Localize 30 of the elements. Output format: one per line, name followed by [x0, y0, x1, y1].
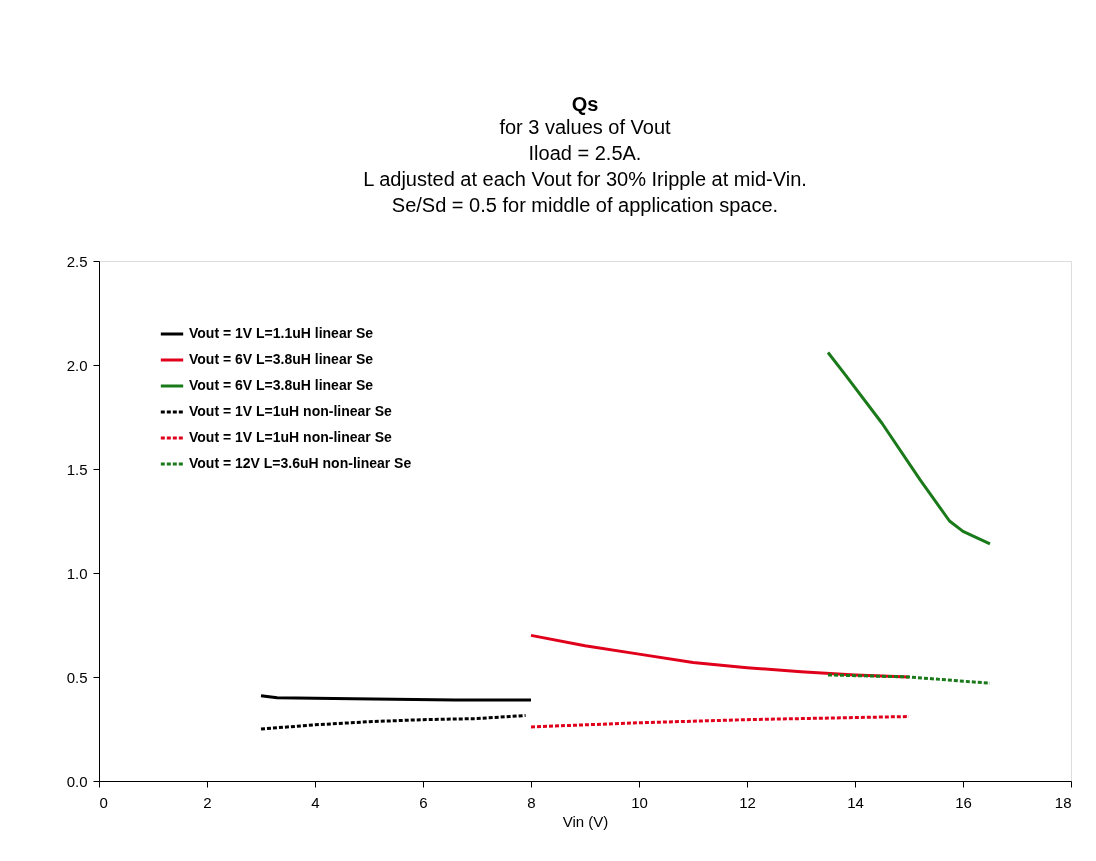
x-tick-label: 18: [1054, 793, 1072, 811]
y-tick-label: 1.5: [66, 460, 88, 478]
x-tick-label: 2: [203, 793, 212, 811]
x-tick-label: 8: [527, 793, 536, 811]
legend-label: Vout = 12V L=3.6uH non-linear Se: [189, 455, 412, 471]
legend-label: Vout = 1V L=1.1uH linear Se: [189, 325, 374, 341]
x-tick-label: 6: [419, 793, 428, 811]
line-series: [826, 351, 992, 546]
text: Se/Sd = 0.5 for middle of application space.: [391, 194, 779, 216]
y-tick-label: 2.0: [66, 356, 88, 374]
text: for 3 values of Vout: [499, 116, 671, 138]
y-tick-label: 0.0: [66, 772, 88, 790]
y-tick-label: 1.0: [66, 564, 88, 582]
line-series: [259, 713, 528, 731]
x-tick-label: 14: [847, 793, 864, 811]
x-tick-label: 12: [739, 793, 756, 811]
text: L adjusted at each Vout for 30% Iripple at mid-Vin.: [363, 168, 807, 190]
legend-label: Vout = 1V L=1uH non-linear Se: [189, 429, 392, 445]
x-tick-label: 16: [955, 793, 972, 811]
chart-title: Qs: [571, 93, 599, 115]
x-axis-title: Vin (V): [562, 812, 609, 830]
x-tick-label: 10: [631, 793, 648, 811]
legend-label: Vout = 1V L=1uH non-linear Se: [189, 403, 392, 419]
text: Iload = 2.5A.: [528, 142, 642, 164]
x-tick-label: 0: [99, 793, 108, 811]
x-tick-label: 4: [311, 793, 320, 811]
legend-label: Vout = 6V L=3.8uH linear Se: [189, 351, 374, 367]
y-tick-label: 2.5: [66, 252, 88, 270]
y-tick-label: 0.5: [66, 668, 88, 686]
legend-label: Vout = 6V L=3.8uH linear Se: [189, 377, 374, 393]
